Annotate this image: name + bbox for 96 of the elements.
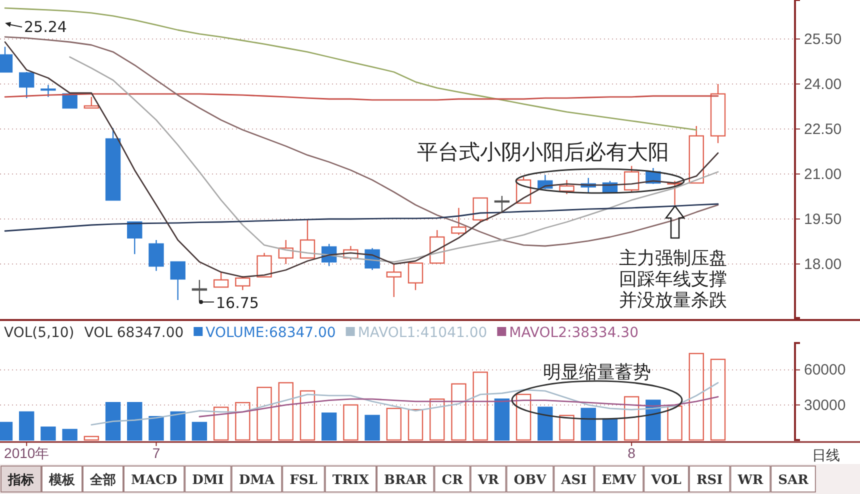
candlestick [62,93,78,109]
bar [408,409,424,441]
candlestick [213,272,229,288]
text: OBV [514,473,548,488]
text: SAR [778,473,809,488]
candlestick [127,221,142,255]
y-tick-label: 30000 [804,396,846,414]
y-tick-label: 18.00 [804,256,842,273]
text: WR [736,473,764,488]
bar [516,394,532,441]
bar [430,398,445,441]
x-tick-label: 8 [628,444,636,461]
bar [494,398,510,441]
text: MACD [131,473,178,488]
legend-label: MAVOL2:38334.30 [509,325,638,341]
bar [213,406,229,441]
bar [580,408,596,441]
text: EMV [602,473,638,488]
y-tick-label: 60000 [804,362,846,379]
bar [256,386,272,441]
candlestick [256,252,272,278]
bar [105,402,121,441]
text: RSI [696,473,723,488]
candlestick [19,71,34,99]
line-series [4,7,698,131]
bar [646,400,661,441]
line-series [4,93,719,101]
bar [192,422,208,441]
candlestick [148,239,164,272]
text: 模板 [48,473,76,488]
x-tick-label: 2010年 [4,444,50,461]
annotation: 25.24 [24,18,67,36]
candlestick [300,219,316,259]
bar [451,383,466,441]
candlestick [451,207,466,236]
bar [148,416,164,441]
text: 全部 [89,472,116,488]
chart-subtitle: VOL 68347.00 [84,325,184,341]
bar [84,436,100,441]
bar [538,406,553,441]
candlestick [40,84,56,98]
y-tick-label: 24.00 [804,76,842,93]
candlestick [408,262,424,291]
bar [321,412,337,441]
bar [235,402,250,441]
bar [170,411,186,441]
line-series [198,396,719,418]
bar [667,406,682,441]
candlestick [624,165,640,193]
text: TRIX [332,473,370,488]
bar [688,352,704,441]
annotation: 明显缩量蓄势 [543,362,651,383]
bar [278,382,294,441]
candlestick [386,263,402,298]
bar [62,428,78,441]
bar [472,372,488,441]
legend-label: MAVOL1:41041.00 [358,325,488,341]
annotation: 主力强制压盘 [619,248,727,269]
y-tick-label: 19.50 [804,210,842,228]
bar [127,402,142,441]
line-series [90,382,719,426]
bar [386,408,402,441]
candlestick [472,197,488,223]
chart-title: VOL(5,10) [4,325,74,341]
candlestick [559,179,574,195]
text: FSL [290,473,318,488]
bar [602,418,618,441]
text: 日线 [812,448,840,464]
text: DMA [238,473,276,488]
text: CR [442,473,464,488]
annotation: 16.75 [216,294,259,312]
annotation: 并没放量杀跌 [619,290,727,311]
bar [300,390,316,441]
annotation: 平台式小阴小阳后必有大阳 [417,140,669,164]
y-tick-label: 25.50 [804,30,842,48]
text: DMI [192,473,224,488]
x-tick-label: 7 [152,444,160,461]
text: VR [476,473,499,488]
bar [19,411,34,441]
text: VOL [650,473,682,488]
bar [40,426,56,441]
text: ASI [560,473,587,488]
bar [364,414,380,441]
y-tick-label: 22.50 [804,120,842,138]
legend-label: VOLUME:68347.00 [206,325,336,341]
text: BRAR [384,473,427,488]
y-tick-label: 21.00 [804,166,842,183]
text: 指标 [7,473,34,488]
annotation: 回踩年线支撑 [619,269,727,290]
bar [624,396,640,441]
bar [343,404,358,441]
bar [559,414,574,441]
candlestick [84,96,100,109]
candlestick [170,261,186,301]
candlestick [494,195,510,213]
bar [710,358,726,441]
